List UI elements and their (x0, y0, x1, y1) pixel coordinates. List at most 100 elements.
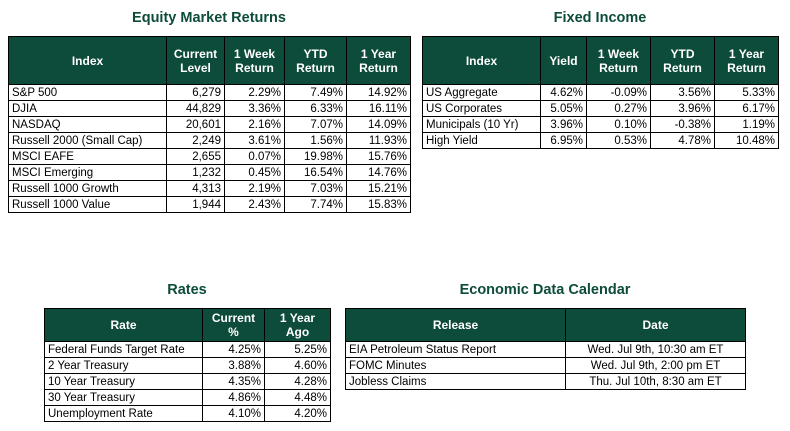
equity-cell: 6,279 (166, 84, 225, 101)
equity-cell: MSCI Emerging (8, 164, 167, 181)
calendar-cell: Wed. Jul 9th, 2:00 pm ET (565, 357, 746, 374)
calendar-row: FOMC Minutes Wed. Jul 9th, 2:00 pm ET (345, 357, 746, 374)
equity-header-cell: Index (8, 36, 167, 85)
equity-cell: DJIA (8, 100, 167, 117)
equity-cell: 7.07% (284, 116, 347, 133)
fixed-income-title: Fixed Income (553, 10, 647, 26)
rates-title: Rates (167, 282, 207, 298)
equity-cell: 2.43% (224, 196, 285, 213)
calendar-cell: Thu. Jul 10th, 8:30 am ET (565, 373, 746, 390)
rates-cell: Unemployment Rate (44, 405, 203, 422)
equity-cell: 14.09% (346, 116, 411, 133)
fixed-income-cell: 6.95% (540, 132, 587, 149)
equity-cell: 0.07% (224, 148, 285, 165)
rates-cell: 4.48% (264, 389, 331, 406)
rates-cell: 4.35% (202, 373, 265, 390)
fixed-income-cell: US Aggregate (422, 84, 541, 101)
equity-cell: 7.49% (284, 84, 347, 101)
calendar-row: EIA Petroleum Status Report Wed. Jul 9th,… (345, 341, 746, 358)
equity-cell: 2.29% (224, 84, 285, 101)
fixed-income-cell: 6.17% (714, 100, 779, 117)
equity-header-cell: Current Level (166, 36, 225, 85)
equity-cell: 1,232 (166, 164, 225, 181)
equity-row: S&P 500 6,279 2.29% 7.49% 14.92% (8, 84, 411, 101)
equity-cell: Russell 2000 (Small Cap) (8, 132, 167, 149)
equity-cell: 0.45% (224, 164, 285, 181)
equity-title: Equity Market Returns (132, 10, 286, 26)
fixed-income-cell: 5.05% (540, 100, 587, 117)
equity-row: MSCI Emerging 1,232 0.45% 16.54% 14.76% (8, 164, 411, 181)
rates-row: Federal Funds Target Rate 4.25% 5.25% (44, 341, 331, 358)
rates-cell: 4.25% (202, 341, 265, 358)
fixed-income-cell: Municipals (10 Yr) (422, 116, 541, 133)
rates-row: 2 Year Treasury 3.88% 4.60% (44, 357, 331, 374)
equity-cell: 2,655 (166, 148, 225, 165)
equity-header-cell: 1 Year Return (346, 36, 411, 85)
equity-cell: 3.61% (224, 132, 285, 149)
equity-cell: 15.76% (346, 148, 411, 165)
fixed-income-cell: 4.62% (540, 84, 587, 101)
rates-cell: 5.25% (264, 341, 331, 358)
fixed-income-cell: US Corporates (422, 100, 541, 117)
rates-header-cell: Current % (202, 308, 265, 342)
rates-header-cell: 1 Year Ago (264, 308, 331, 342)
equity-header-row: Index Current Level 1 Week Return YTD Retur… (8, 36, 411, 85)
fixed-income-header-row: Index Yield 1 Week Return YTD Return 1 Year … (422, 36, 779, 85)
equity-cell: 4,313 (166, 180, 225, 197)
fixed-income-cell: -0.38% (650, 116, 715, 133)
equity-cell: 6.33% (284, 100, 347, 117)
equity-row: MSCI EAFE 2,655 0.07% 19.98% 15.76% (8, 148, 411, 165)
equity-row: Russell 1000 Value 1,944 2.43% 7.74% 15.83% (8, 196, 411, 213)
equity-cell: 3.36% (224, 100, 285, 117)
fixed-income-cell: 4.78% (650, 132, 715, 149)
fixed-income-cell: 1.19% (714, 116, 779, 133)
rates-cell: 2 Year Treasury (44, 357, 203, 374)
calendar-cell: Wed. Jul 9th, 10:30 am ET (565, 341, 746, 358)
fixed-income-header-cell: Index (422, 36, 541, 85)
calendar-table: Release Date EIA Petroleum Status Report W… (345, 308, 746, 390)
fixed-income-cell: 10.48% (714, 132, 779, 149)
fixed-income-cell: 5.33% (714, 84, 779, 101)
equity-header-cell: 1 Week Return (224, 36, 285, 85)
equity-table: Index Current Level 1 Week Return YTD Retur… (8, 36, 411, 213)
rates-cell: 3.88% (202, 357, 265, 374)
fixed-income-cell: 0.27% (586, 100, 651, 117)
equity-cell: Russell 1000 Growth (8, 180, 167, 197)
equity-header-cell: YTD Return (284, 36, 347, 85)
rates-cell: 10 Year Treasury (44, 373, 203, 390)
fixed-income-header-cell: Yield (540, 36, 587, 85)
fixed-income-row: US Aggregate 4.62% -0.09% 3.56% 5.33% (422, 84, 779, 101)
equity-cell: 14.76% (346, 164, 411, 181)
equity-cell: 7.03% (284, 180, 347, 197)
equity-cell: 1,944 (166, 196, 225, 213)
rates-cell: 4.28% (264, 373, 331, 390)
fixed-income-cell: 3.96% (650, 100, 715, 117)
equity-row: DJIA 44,829 3.36% 6.33% 16.11% (8, 100, 411, 117)
fixed-income-cell: 3.56% (650, 84, 715, 101)
fixed-income-cell: 0.53% (586, 132, 651, 149)
equity-cell: 44,829 (166, 100, 225, 117)
rates-cell: 30 Year Treasury (44, 389, 203, 406)
rates-cell: 4.86% (202, 389, 265, 406)
fixed-income-row: High Yield 6.95% 0.53% 4.78% 10.48% (422, 132, 779, 149)
rates-cell: Federal Funds Target Rate (44, 341, 203, 358)
calendar-cell: EIA Petroleum Status Report (345, 341, 566, 358)
equity-cell: 16.11% (346, 100, 411, 117)
fixed-income-table: Index Yield 1 Week Return YTD Return 1 Year … (422, 36, 779, 149)
equity-cell: 20,601 (166, 116, 225, 133)
rates-row: Unemployment Rate 4.10% 4.20% (44, 405, 331, 422)
calendar-title: Economic Data Calendar (459, 282, 631, 298)
rates-row: 10 Year Treasury 4.35% 4.28% (44, 373, 331, 390)
fixed-income-header-cell: YTD Return (650, 36, 715, 85)
fixed-income-row: Municipals (10 Yr) 3.96% 0.10% -0.38% 1.19% (422, 116, 779, 133)
fixed-income-cell: 0.10% (586, 116, 651, 133)
rates-cell: 4.60% (264, 357, 331, 374)
equity-cell: 2.16% (224, 116, 285, 133)
fixed-income-header-cell: 1 Week Return (586, 36, 651, 85)
equity-cell: 14.92% (346, 84, 411, 101)
calendar-header-row: Release Date (345, 308, 746, 342)
rates-header-cell: Rate (44, 308, 203, 342)
rates-cell: 4.20% (264, 405, 331, 422)
fixed-income-cell: High Yield (422, 132, 541, 149)
rates-cell: 4.10% (202, 405, 265, 422)
